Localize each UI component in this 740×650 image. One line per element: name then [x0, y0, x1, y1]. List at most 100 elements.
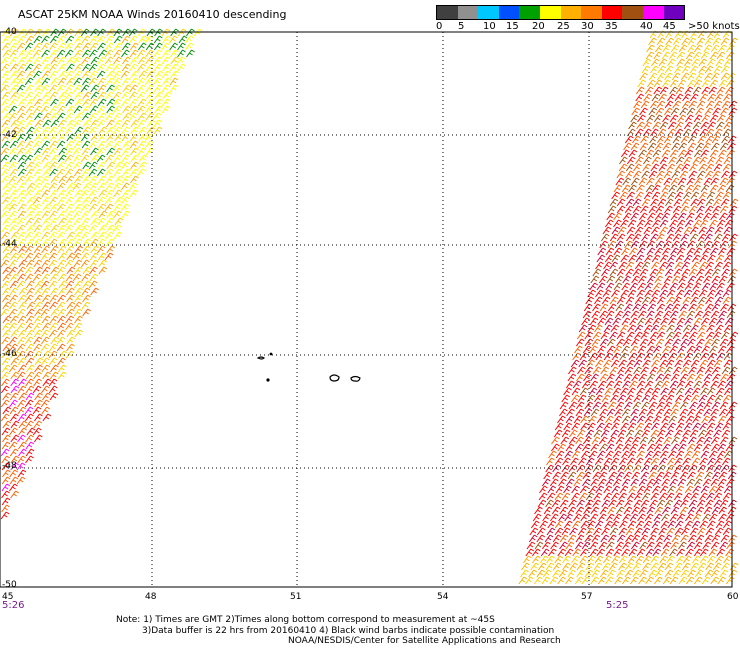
wind-barb [89, 112, 98, 121]
wind-barb [615, 177, 625, 186]
wind-barb [65, 91, 75, 100]
wind-barb [728, 569, 738, 578]
wind-barb [106, 210, 116, 219]
wind-barb [703, 401, 713, 410]
wind-barb [676, 317, 686, 326]
wind-barb [24, 252, 34, 261]
wind-barb [17, 273, 26, 282]
wind-barb [50, 224, 60, 233]
wind-barb [643, 520, 652, 529]
wind-barb [638, 576, 647, 585]
wind-barb [579, 352, 589, 361]
wind-barb [16, 476, 26, 485]
wind-barb [706, 464, 715, 473]
wind-barb [563, 387, 572, 396]
wind-barb [526, 541, 536, 550]
wind-barb [50, 77, 60, 86]
wind-barb [664, 72, 673, 81]
wind-barb [17, 364, 27, 373]
wind-barb [675, 422, 685, 431]
wind-barb [66, 301, 76, 310]
wind-barb [672, 338, 681, 347]
wind-barb [662, 373, 672, 382]
wind-barb [711, 443, 720, 452]
wind-barb [641, 429, 651, 438]
wind-barb [652, 121, 662, 130]
wind-barb [700, 485, 710, 494]
wind-barb [17, 266, 26, 275]
wind-barb [589, 282, 598, 291]
wind-barb [114, 175, 124, 184]
wind-barb [16, 147, 26, 156]
wind-barb [541, 541, 551, 550]
wind-barb [588, 450, 598, 459]
wind-barb [97, 182, 107, 191]
wind-barb [88, 161, 98, 170]
wind-barb [169, 84, 179, 93]
wind-barb [725, 513, 735, 522]
wind-barb [717, 247, 727, 256]
wind-barb [641, 233, 650, 242]
wind-barb [679, 436, 689, 445]
wind-barb [637, 114, 646, 123]
wind-barb [122, 140, 132, 149]
wind-barb [641, 401, 650, 410]
wind-barb [728, 499, 737, 508]
wind-barb [57, 196, 67, 205]
wind-barb [719, 436, 729, 445]
wind-barb [42, 91, 51, 100]
wind-barb [8, 259, 18, 268]
wind-barb [635, 93, 645, 102]
wind-barb [652, 415, 662, 424]
wind-barb [630, 212, 639, 221]
wind-barb [8, 147, 18, 156]
wind-barb [607, 534, 617, 543]
wind-barb [48, 259, 58, 268]
wind-barb [684, 450, 693, 459]
wind-barb [675, 485, 685, 494]
wind-barb [9, 476, 19, 485]
wind-barb [9, 35, 19, 44]
wind-barb [1, 455, 11, 464]
wind-barb [714, 394, 724, 403]
wind-barb [551, 436, 560, 445]
wind-barb [698, 289, 708, 298]
wind-barb [601, 296, 611, 305]
wind-barb [560, 436, 570, 445]
wind-barb [686, 310, 696, 319]
wind-barb [699, 261, 708, 270]
wind-barb [722, 163, 732, 172]
wind-barb [40, 105, 50, 114]
wind-barb [676, 513, 686, 522]
wind-barb [715, 191, 724, 200]
wind-barb [0, 154, 10, 163]
wind-barb [25, 217, 35, 226]
wind-barb [1, 168, 10, 177]
wind-barb [590, 478, 599, 487]
wind-barb [611, 492, 620, 501]
wind-barb [17, 168, 27, 177]
wind-barb [675, 394, 684, 403]
wind-barb [676, 555, 685, 564]
wind-barb [726, 478, 735, 487]
wind-barb [81, 126, 91, 135]
wind-barb [617, 366, 626, 375]
wind-barb [700, 121, 709, 130]
wind-barb [41, 231, 51, 240]
wind-barb [73, 119, 82, 128]
wind-barb [692, 184, 701, 193]
wind-barb [72, 273, 82, 282]
wind-barb [681, 65, 691, 74]
wind-barb [652, 149, 662, 158]
lat-label: -40 [2, 27, 17, 37]
wind-barb [65, 126, 74, 135]
wind-barb [670, 506, 680, 515]
wind-barb [557, 576, 566, 585]
wind-barb [592, 303, 601, 312]
wind-barb [579, 555, 589, 564]
wind-barb [34, 357, 44, 366]
wind-barb [554, 527, 564, 536]
wind-barb [705, 226, 715, 235]
wind-barb [577, 366, 586, 375]
wind-barb [162, 77, 171, 86]
